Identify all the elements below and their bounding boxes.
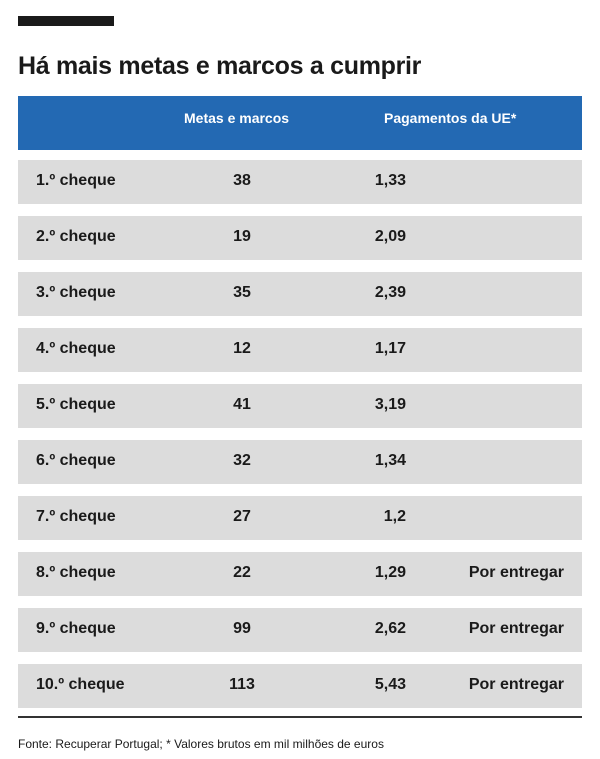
- table-row: 10.º cheque 113 5,43 Por entregar: [18, 664, 582, 708]
- row-label: 1.º cheque: [36, 172, 116, 189]
- metas-value: 35: [233, 284, 251, 301]
- pagamentos-value: 3,19: [374, 396, 406, 413]
- row-label: 2.º cheque: [36, 228, 116, 245]
- pagamentos-value: 1,33: [374, 172, 406, 189]
- metas-value: 113: [229, 676, 255, 693]
- row-label: 5.º cheque: [36, 396, 116, 413]
- metas-value: 22: [233, 564, 251, 581]
- pagamentos-value: 1,17: [374, 340, 406, 357]
- metas-value: 27: [233, 508, 251, 525]
- row-label: 9.º cheque: [36, 620, 116, 637]
- column-header-pagamentos: Pagamentos da UE*: [384, 110, 517, 126]
- metas-value: 12: [233, 340, 251, 357]
- metas-value: 19: [233, 228, 251, 245]
- row-label: 3.º cheque: [36, 284, 116, 301]
- table-row: 2.º cheque 19 2,09: [18, 216, 582, 260]
- table-row: 7.º cheque 27 1,2: [18, 496, 582, 540]
- status-value: Por entregar: [468, 564, 564, 581]
- table-header: Metas e marcos Pagamentos da UE*: [18, 96, 582, 150]
- bottom-rule: [18, 716, 582, 718]
- row-label: 4.º cheque: [36, 340, 116, 357]
- row-label: 8.º cheque: [36, 564, 116, 581]
- status-value: Por entregar: [468, 676, 564, 693]
- chart-title: Há mais metas e marcos a cumprir: [18, 52, 422, 80]
- metas-value: 38: [233, 172, 251, 189]
- table-row: 8.º cheque 22 1,29 Por entregar: [18, 552, 582, 596]
- table-row: 3.º cheque 35 2,39: [18, 272, 582, 316]
- metas-value: 99: [233, 620, 251, 637]
- pagamentos-value: 2,09: [374, 228, 406, 245]
- row-label: 6.º cheque: [36, 452, 116, 469]
- pagamentos-value: 5,43: [374, 676, 406, 693]
- metas-value: 41: [233, 396, 251, 413]
- table-row: 5.º cheque 41 3,19: [18, 384, 582, 428]
- table-row: 6.º cheque 32 1,34: [18, 440, 582, 484]
- pagamentos-value: 2,62: [374, 620, 406, 637]
- pagamentos-value: 2,39: [374, 284, 406, 301]
- top-accent-bar: [18, 16, 114, 26]
- table-body: 1.º cheque 38 1,33 2.º cheque 19 2,09 3.º cheq…: [18, 160, 582, 720]
- row-label: 10.º cheque: [36, 676, 125, 693]
- metas-value: 32: [233, 452, 251, 469]
- table-row: 4.º cheque 12 1,17: [18, 328, 582, 372]
- table-row: 9.º cheque 99 2,62 Por entregar: [18, 608, 582, 652]
- pagamentos-value: 1,2: [383, 508, 406, 525]
- row-label: 7.º cheque: [36, 508, 116, 525]
- pagamentos-value: 1,29: [374, 564, 406, 581]
- status-value: Por entregar: [468, 620, 564, 637]
- table-row: 1.º cheque 38 1,33: [18, 160, 582, 204]
- column-header-metas: Metas e marcos: [184, 110, 290, 126]
- pagamentos-value: 1,34: [374, 452, 406, 469]
- source-note: Fonte: Recuperar Portugal; * Valores bru…: [18, 737, 384, 751]
